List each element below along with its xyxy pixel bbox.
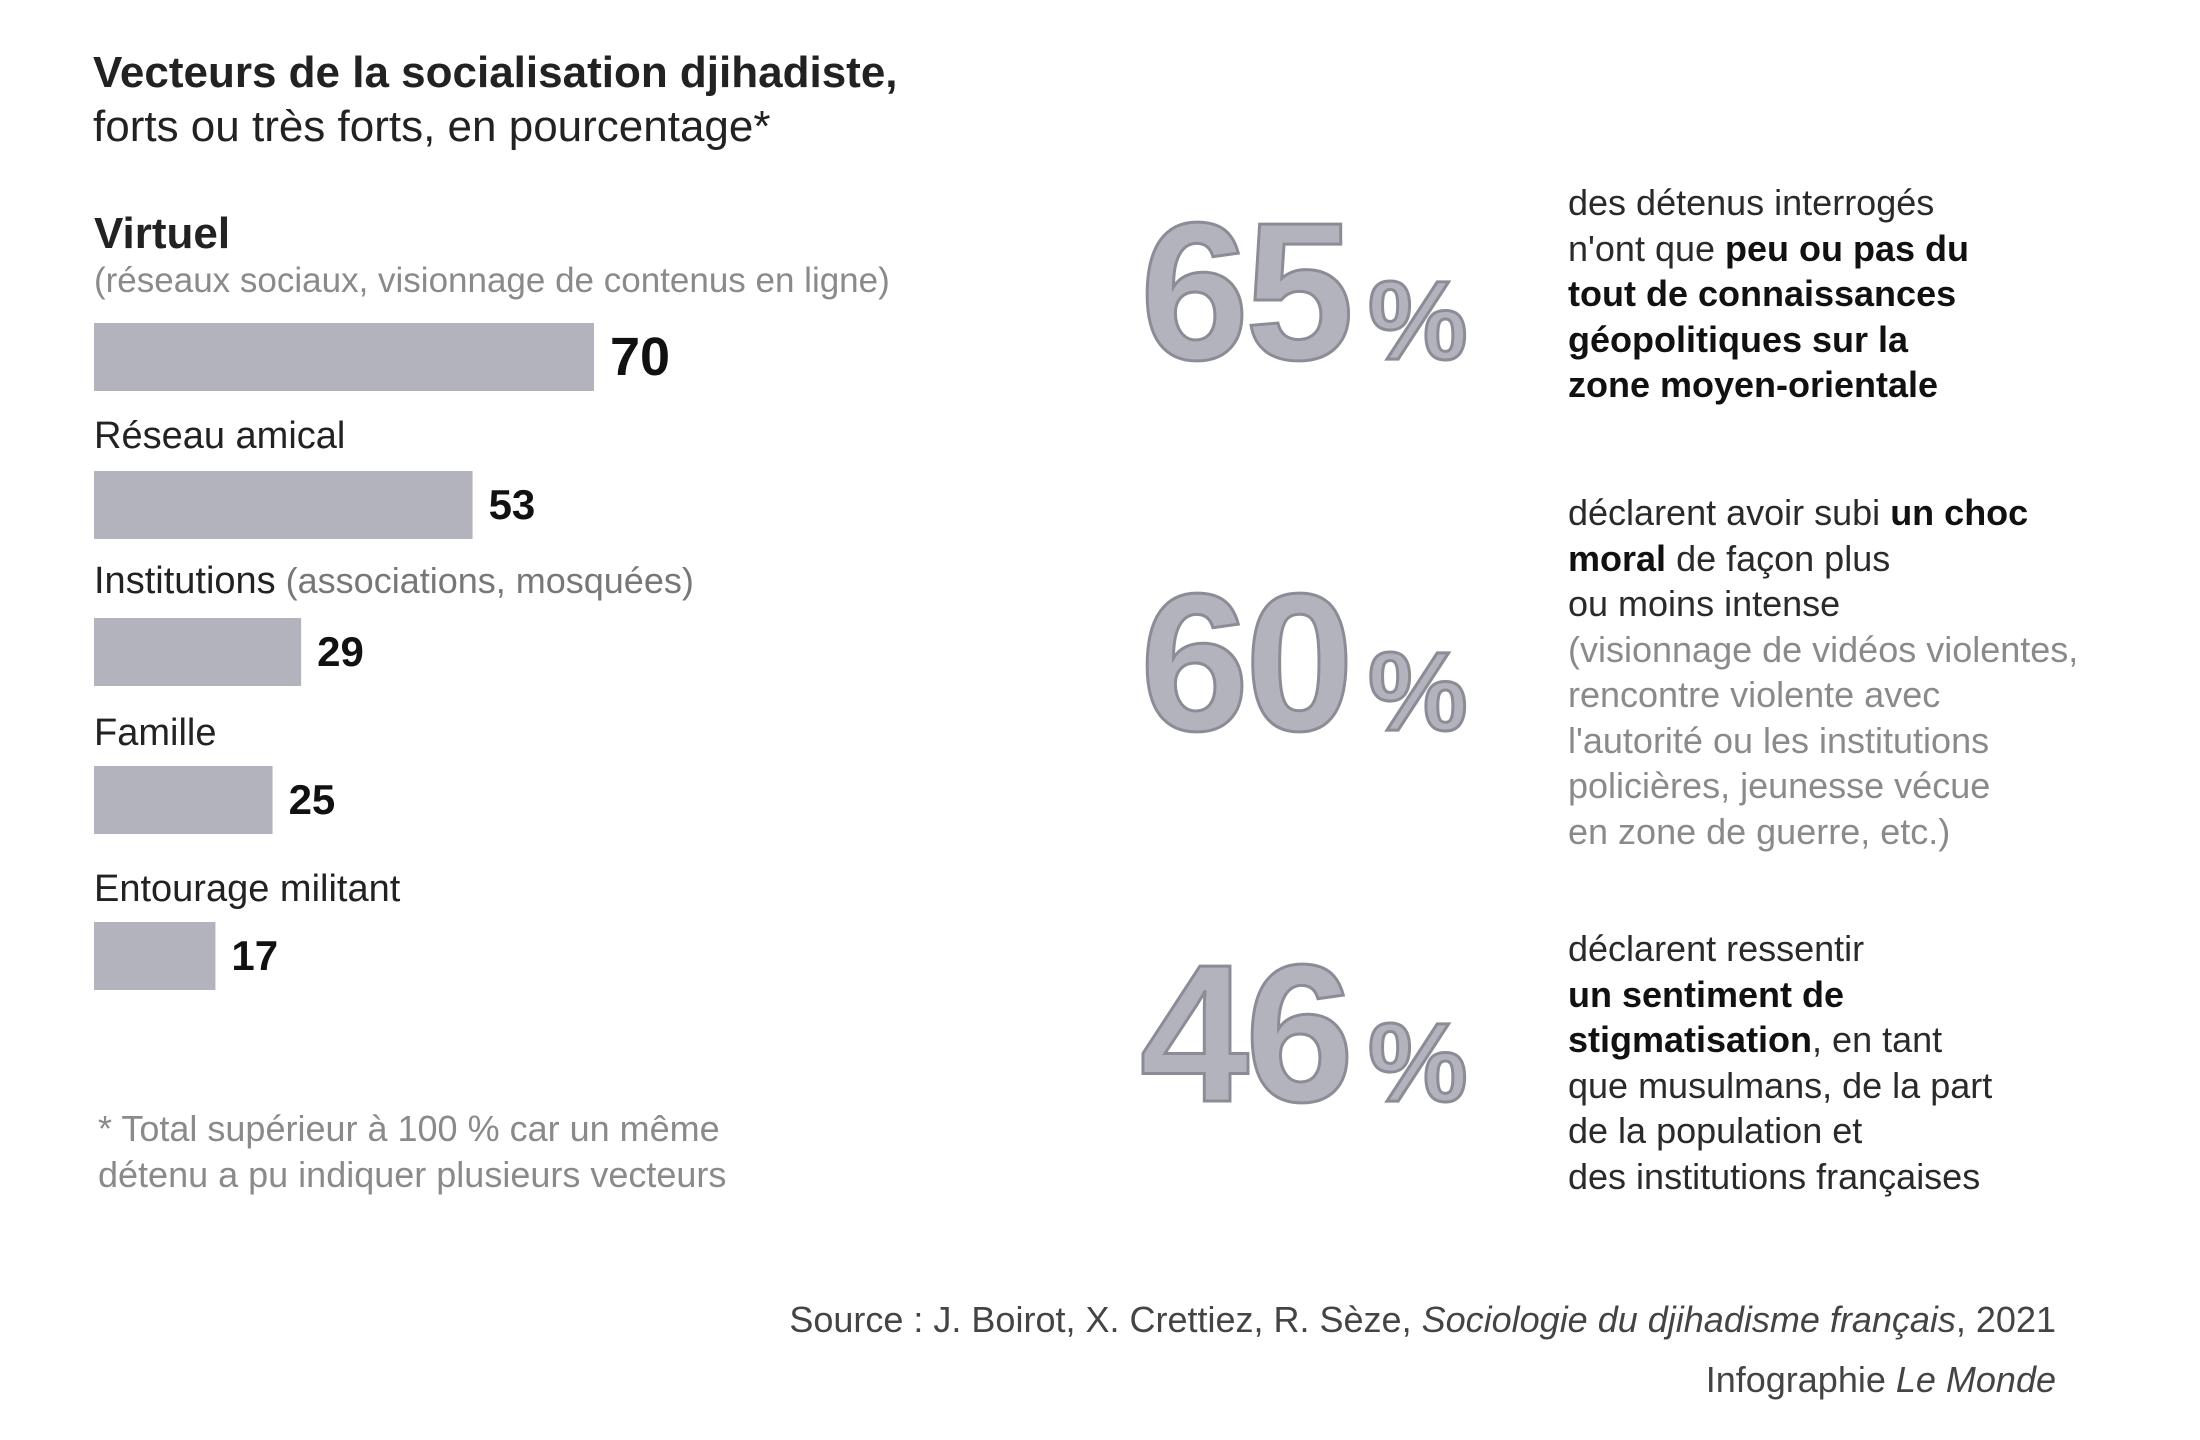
stat-figure: 65%: [1138, 192, 1540, 391]
stat-unit: %: [1367, 999, 1470, 1127]
stat-number: 46: [1138, 924, 1355, 1143]
category-label: Institutions (associations, mosquées): [94, 560, 694, 602]
chart-title-line-1: Vecteurs de la socialisation djihadiste,: [93, 48, 898, 97]
data-label: 25: [289, 776, 336, 823]
stat-number: 65: [1138, 182, 1355, 401]
stat-description: des détenus interrogés n'ont que peu ou …: [1568, 180, 2128, 408]
stat-highlight: géopolitiques sur la: [1568, 318, 1909, 360]
source-book-title: Sociologie du djihadisme français: [1421, 1299, 1956, 1340]
stat-text: , en tant: [1812, 1019, 1943, 1060]
stat-text: des institutions françaises: [1568, 1155, 1981, 1197]
stat-text: de la population et: [1568, 1110, 1863, 1151]
stat-text: des détenus interrogés: [1568, 182, 1935, 223]
stat-highlight: un sentiment de: [1568, 973, 1845, 1015]
category-label: Virtuel: [94, 209, 230, 258]
footnote: * Total supérieur à 100 % car un même dé…: [98, 1106, 818, 1198]
stat-text: déclarent ressentir: [1568, 928, 1865, 969]
source-line: Source : J. Boirot, X. Crettiez, R. Sèze…: [789, 1290, 2056, 1350]
stat-text: déclarent avoir subi: [1568, 492, 1881, 533]
stat-note: en zone de guerre, etc.): [1568, 810, 1951, 852]
data-label: 29: [317, 628, 364, 675]
data-label: 70: [610, 327, 670, 387]
category-label: Famille: [94, 712, 216, 754]
credit-line: Infographie Le Monde: [789, 1350, 2056, 1410]
data-label: 17: [231, 932, 278, 979]
stat-text: ou moins intense: [1568, 583, 1841, 624]
credit-prefix: Infographie: [1705, 1359, 1886, 1400]
stat-highlight: stigmatisation: [1568, 1019, 1813, 1060]
credit-name: Le Monde: [1895, 1359, 2056, 1400]
footnote-line-1: * Total supérieur à 100 % car un même: [98, 1108, 720, 1149]
stat-highlight: zone moyen-orientale: [1568, 364, 1939, 405]
category-note: (réseaux sociaux, visionnage de contenus…: [94, 261, 890, 300]
source-credit: Source : J. Boirot, X. Crettiez, R. Sèze…: [789, 1290, 2056, 1410]
bar: [94, 471, 473, 539]
chart-title: Vecteurs de la socialisation djihadiste,…: [93, 46, 1053, 154]
stat-unit: %: [1367, 628, 1470, 756]
stat-description: déclarent avoir subi un choc moral de fa…: [1568, 490, 2128, 854]
data-label: 53: [489, 481, 536, 528]
stat-text: de façon plus: [1676, 537, 1891, 579]
bar: [94, 766, 273, 834]
bar: [94, 618, 302, 686]
stat-highlight: moral: [1568, 537, 1667, 579]
stat-note: policières, jeunesse vécue: [1568, 765, 1991, 806]
stat-number: 60: [1138, 553, 1355, 772]
category-label: Entourage militant: [94, 868, 401, 910]
stat-note: (visionnage de vidéos violentes,: [1568, 628, 2079, 670]
bar: [94, 323, 594, 391]
stat-figure: 60%: [1138, 563, 1540, 762]
stat-description: déclarent ressentir un sentiment de stig…: [1568, 926, 2128, 1199]
stat-figure: 46%: [1138, 934, 1540, 1133]
footnote-line-2: détenu a pu indiquer plusieurs vecteurs: [98, 1154, 727, 1195]
stat-text: n'ont que: [1568, 227, 1716, 269]
stat-note: l'autorité ou les institutions: [1568, 719, 1990, 761]
chart-subtitle: forts ou très forts, en pourcentage*: [93, 102, 771, 151]
stat-text: que musulmans, de la part: [1568, 1064, 1993, 1106]
stat-highlight: peu ou pas du: [1725, 227, 1970, 269]
category-label: Réseau amical: [94, 415, 345, 457]
stat-highlight: un choc: [1890, 492, 2029, 533]
stat-unit: %: [1367, 257, 1470, 385]
stat-highlight: tout de connaissances: [1568, 273, 1957, 314]
stat-note: rencontre violente avec: [1568, 674, 1941, 715]
source-year: , 2021: [1955, 1299, 2056, 1340]
source-authors: Source : J. Boirot, X. Crettiez, R. Sèze…: [789, 1299, 1412, 1340]
bar: [94, 922, 216, 990]
